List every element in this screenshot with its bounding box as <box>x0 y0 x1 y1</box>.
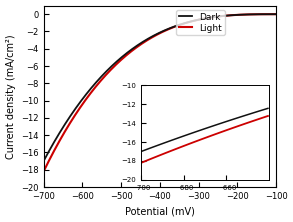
Light <box>144 40 148 42</box>
Dark <box>274 13 278 16</box>
Light <box>227 14 231 17</box>
Dark <box>202 17 205 20</box>
Light <box>274 13 278 16</box>
Dark <box>42 160 45 163</box>
Line: Dark: Dark <box>44 14 276 161</box>
Y-axis label: Current density (mA/cm²): Current density (mA/cm²) <box>6 34 16 159</box>
Dark <box>136 44 139 47</box>
X-axis label: Potential (mV): Potential (mV) <box>125 206 195 216</box>
Line: Light: Light <box>44 14 276 171</box>
Light <box>136 45 139 48</box>
Light <box>42 170 45 173</box>
Light <box>66 126 69 129</box>
Dark <box>227 14 231 17</box>
Legend: Dark, Light: Dark, Light <box>176 10 225 35</box>
Dark <box>66 119 69 122</box>
Dark <box>223 14 226 17</box>
Dark <box>144 39 148 41</box>
Light <box>202 18 205 20</box>
Light <box>223 14 226 17</box>
